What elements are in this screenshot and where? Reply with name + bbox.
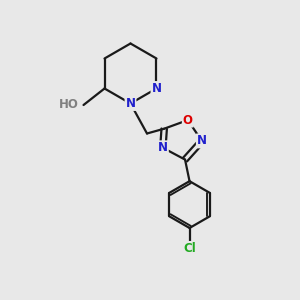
Text: N: N	[158, 141, 168, 154]
Text: N: N	[197, 134, 207, 147]
Text: O: O	[183, 114, 193, 127]
Text: N: N	[152, 82, 161, 95]
Text: HO: HO	[59, 98, 79, 112]
Text: Cl: Cl	[183, 242, 196, 255]
Text: N: N	[125, 97, 136, 110]
